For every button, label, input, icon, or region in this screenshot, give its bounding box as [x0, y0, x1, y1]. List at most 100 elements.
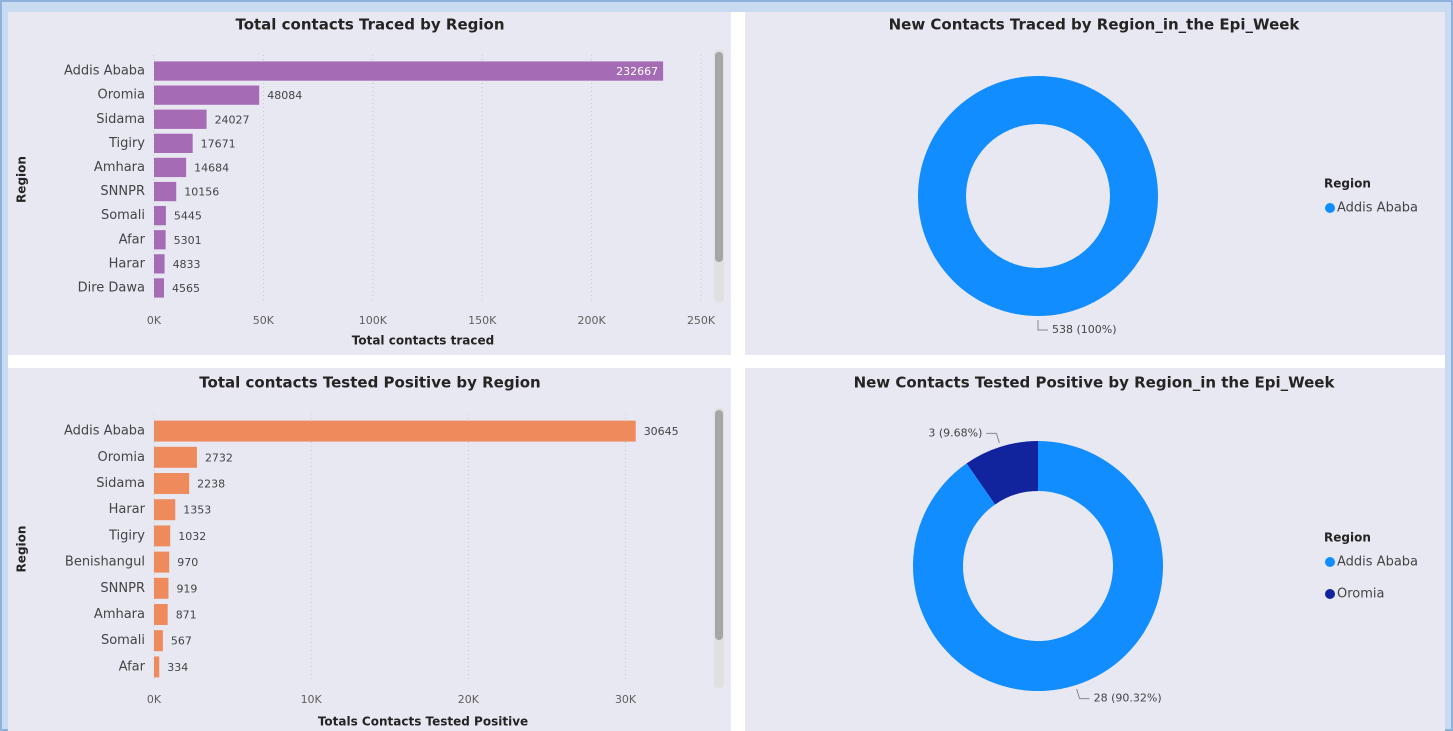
x-tick-label: 250K [687, 314, 716, 327]
x-tick-label: 100K [359, 314, 388, 327]
data-label: 538 (100%) [1052, 323, 1117, 336]
bar [154, 473, 190, 494]
category-label: Oromia [98, 88, 146, 103]
leader-line [1037, 320, 1048, 331]
legend-label: Addis Ababa [1337, 201, 1418, 216]
data-label: 2238 [197, 478, 225, 491]
leader-line [1076, 688, 1090, 700]
data-label: 17671 [201, 137, 236, 150]
data-label: 5301 [174, 234, 202, 247]
x-axis-label: Totals Contacts Tested Positive [318, 715, 528, 729]
data-label: 1353 [183, 504, 211, 517]
bar [154, 499, 176, 521]
bar [154, 61, 664, 81]
bar [154, 630, 163, 652]
category-label: Oromia [98, 450, 146, 465]
data-label: 30645 [644, 425, 679, 438]
chart-title: New Contacts Traced by Region_in_the Epi… [889, 16, 1301, 34]
bar [154, 446, 197, 468]
scrollbar[interactable] [715, 52, 723, 262]
data-label: 334 [167, 661, 188, 674]
donut-slice [966, 441, 1038, 505]
data-label: 970 [177, 556, 198, 569]
bar [154, 525, 171, 547]
scrollbar[interactable] [715, 410, 723, 640]
bar [154, 656, 160, 678]
bar [154, 133, 193, 153]
bar [154, 181, 177, 202]
bar [154, 157, 187, 178]
bar [154, 254, 165, 274]
data-label: 48084 [267, 89, 302, 102]
separator [8, 355, 1445, 368]
data-label: 14684 [194, 161, 229, 174]
chart-title: Total contacts Traced by Region [235, 16, 504, 34]
leader-line [986, 432, 1000, 444]
data-label: 5445 [174, 210, 202, 223]
category-label: Addis Ababa [64, 424, 145, 439]
category-label: Tigiry [108, 528, 145, 543]
category-label: Amhara [94, 160, 145, 175]
donut-slice [918, 76, 1158, 316]
data-label: 10156 [184, 186, 219, 199]
bar [154, 577, 169, 599]
category-label: SNNPR [100, 581, 145, 596]
category-label: Amhara [94, 607, 145, 622]
x-tick-label: 0K [147, 314, 162, 327]
data-label: 567 [171, 635, 192, 648]
legend-title: Region [1324, 531, 1371, 545]
chart-title: Total contacts Tested Positive by Region [199, 374, 540, 392]
category-label: Afar [119, 232, 146, 247]
legend-swatch [1325, 589, 1335, 599]
separator [731, 12, 745, 731]
data-label: 3 (9.68%) [928, 426, 982, 439]
x-tick-label: 10K [301, 693, 323, 706]
bar [154, 604, 168, 625]
data-label: 919 [176, 582, 197, 595]
x-tick-label: 200K [578, 314, 607, 327]
legend-swatch [1325, 203, 1335, 213]
x-tick-label: 0K [147, 693, 162, 706]
bar [154, 206, 166, 226]
chart-title: New Contacts Tested Positive by Region_i… [854, 374, 1336, 392]
x-tick-label: 30K [615, 693, 637, 706]
category-label: Somali [101, 633, 145, 648]
data-label: 1032 [178, 530, 206, 543]
legend-swatch [1325, 557, 1335, 567]
category-label: Sidama [96, 112, 145, 127]
x-tick-label: 20K [458, 693, 480, 706]
data-label: 28 (90.32%) [1094, 692, 1162, 705]
category-label: Somali [101, 208, 145, 223]
x-tick-label: 50K [253, 314, 275, 327]
category-label: SNNPR [100, 184, 145, 199]
category-label: Afar [119, 659, 146, 674]
data-label: 4565 [172, 282, 200, 295]
category-label: Sidama [96, 476, 145, 491]
bar [154, 278, 164, 298]
category-label: Harar [109, 502, 146, 517]
category-label: Tigiry [108, 136, 145, 151]
legend-title: Region [1324, 177, 1371, 191]
x-axis-label: Total contacts traced [352, 334, 494, 348]
data-label: 24027 [215, 113, 250, 126]
bar [154, 109, 207, 129]
category-label: Benishangul [65, 555, 145, 570]
category-label: Dire Dawa [78, 280, 145, 295]
legend-label: Oromia [1337, 587, 1385, 602]
data-label: 2732 [205, 451, 233, 464]
data-label: 871 [176, 609, 197, 622]
legend-label: Addis Ababa [1337, 555, 1418, 570]
category-label: Addis Ababa [64, 64, 145, 79]
y-axis-label: Region [15, 526, 29, 573]
bar [154, 551, 170, 573]
data-label: 4833 [173, 258, 201, 271]
bar [154, 230, 166, 250]
y-axis-label: Region [15, 156, 29, 203]
bar [154, 420, 636, 442]
data-label: 232667 [616, 65, 658, 78]
category-label: Harar [109, 256, 146, 271]
donut-slice [913, 441, 1164, 691]
bar [154, 85, 260, 105]
x-tick-label: 150K [468, 314, 497, 327]
